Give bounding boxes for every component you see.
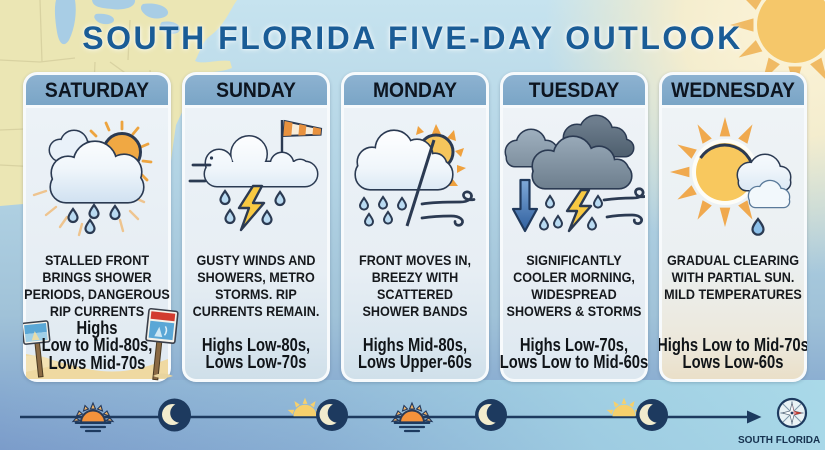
svg-text:SOUTH FLORIDA: SOUTH FLORIDA <box>738 435 820 446</box>
